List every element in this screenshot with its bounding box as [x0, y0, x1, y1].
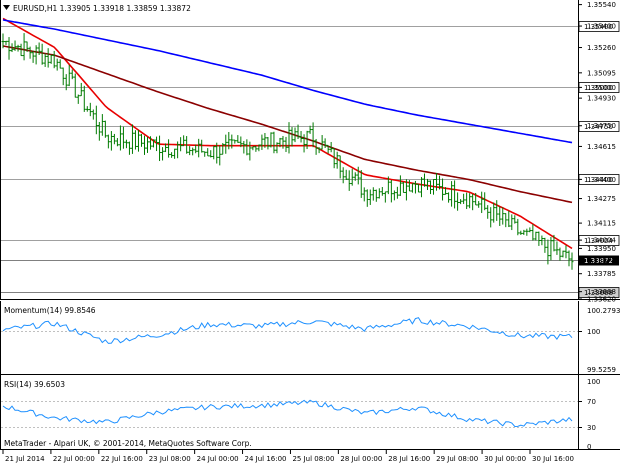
price-tick-label: 1.35260	[587, 44, 616, 52]
rsi-tick-100: 100	[587, 378, 600, 386]
triangle-down-icon[interactable]	[3, 5, 10, 10]
time-tick-label: 29 Jul 08:00	[436, 455, 478, 463]
level-label: 1.35000	[584, 84, 613, 92]
time-tick-label: 24 Jul 16:00	[245, 455, 287, 463]
time-tick-label: 22 Jul 16:00	[101, 455, 143, 463]
rsi-title: RSI(14) 39.6503	[4, 380, 65, 389]
time-tick-label: 23 Jul 08:00	[149, 455, 191, 463]
price-tick-label: 1.33668	[587, 288, 616, 296]
level-label: 1.34400	[584, 176, 613, 184]
current-price-label: 1.33872	[584, 257, 613, 265]
level-label: 1.34004	[584, 237, 613, 245]
price-axis: 1.35540 1.35400 1.35260 1.35095 1.35000 1.349…	[578, 1, 616, 304]
price-tick-label: 1.34400	[587, 176, 616, 184]
time-tick-label: 30 Jul 00:00	[484, 455, 526, 463]
rsi-line	[2, 399, 573, 428]
price-tick-label: 1.33950	[587, 245, 616, 253]
price-tick-label: 1.33785	[587, 270, 616, 278]
time-tick-label: 22 Jul 00:00	[53, 455, 95, 463]
price-tick-label: 1.34930	[587, 95, 616, 103]
momentum-series	[2, 317, 573, 344]
low-price-label: 1.33668	[584, 289, 613, 297]
momentum-tick-max: 100.2793	[587, 307, 620, 315]
momentum-panel[interactable]: Momentum(14) 99.8546 100.2793 100 99.525…	[0, 301, 620, 375]
momentum-tick-100: 100	[587, 328, 600, 336]
rsi-panel[interactable]: RSI(14) 39.6503 MetaTrader - Alpari UK, …	[0, 375, 620, 451]
symbol-header[interactable]: EURUSD,H1 1.33905 1.33918 1.33859 1.3387…	[3, 4, 191, 13]
rsi-axis: 100 70 30 0	[578, 378, 600, 451]
price-tick-label: 1.35540	[587, 1, 616, 9]
momentum-tick-min: 99.5259	[587, 366, 616, 374]
time-tick-label: 30 Jul 16:00	[532, 455, 574, 463]
price-tick-label: 1.34004	[587, 237, 616, 245]
low-price-box	[578, 287, 620, 298]
price-tick-label: 1.34115	[587, 220, 616, 228]
symbol-header-text: EURUSD,H1 1.33905 1.33918 1.33859 1.3387…	[13, 4, 191, 13]
sma-fast-line	[2, 17, 573, 250]
momentum-axis: 100.2793 100 99.5259	[578, 307, 620, 374]
level-label-box	[578, 121, 620, 132]
time-tick-label: 28 Jul 16:00	[388, 455, 430, 463]
rsi-tick-0: 0	[587, 443, 591, 451]
price-bars	[1, 33, 574, 270]
price-tick-label: 1.35000	[587, 84, 616, 92]
rsi-tick-30: 30	[587, 424, 596, 432]
time-axis: 21 Jul 2014 22 Jul 00:00 22 Jul 16:00 23 Ju…	[2, 450, 574, 463]
price-tick-label: 1.34275	[587, 195, 616, 203]
level-label: 1.34750	[584, 123, 613, 131]
copyright-text: MetaTrader - Alpari UK, © 2001-2014, Met…	[4, 439, 252, 448]
time-tick-label: 24 Jul 00:00	[197, 455, 239, 463]
time-tick-label: 25 Jul 08:00	[292, 455, 334, 463]
rsi-series	[2, 399, 573, 428]
time-tick-label: 28 Jul 00:00	[340, 455, 382, 463]
price-panel[interactable]: 1.35400 1.35000 1.34750 1.34400 1.34004 1.338…	[0, 0, 620, 304]
price-tick-label: 1.33620	[587, 296, 616, 304]
moving-averages	[2, 17, 573, 250]
momentum-title: Momentum(14) 99.8546	[4, 306, 96, 315]
price-tick-label: 1.33872	[587, 257, 616, 265]
price-tick-label: 1.35400	[587, 23, 616, 31]
momentum-line	[2, 317, 573, 344]
level-label: 1.35400	[584, 23, 613, 31]
sma-slow-line	[2, 19, 573, 144]
rsi-tick-70: 70	[587, 398, 596, 406]
price-tick-label: 1.34750	[587, 122, 616, 130]
sma-mid-line	[2, 45, 573, 204]
current-price-box	[579, 255, 619, 266]
price-tick-label: 1.34615	[587, 143, 616, 151]
time-tick-label: 21 Jul 2014	[5, 455, 45, 463]
price-tick-label: 1.35095	[587, 69, 616, 77]
